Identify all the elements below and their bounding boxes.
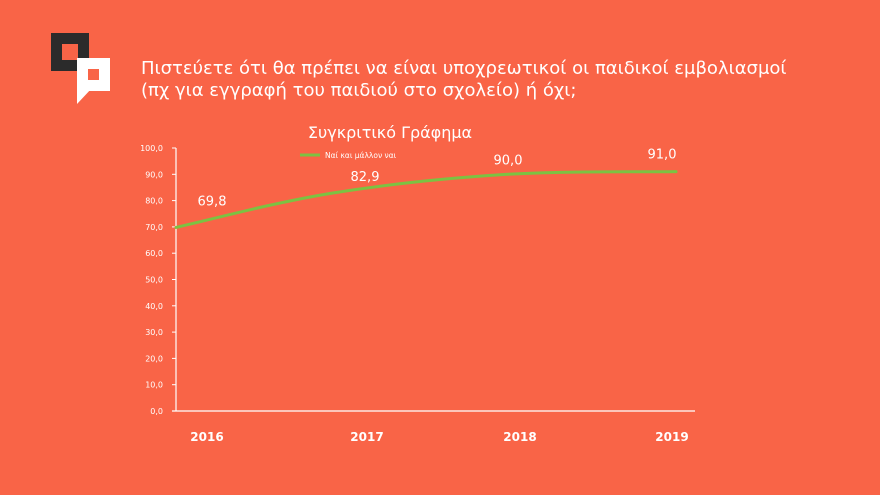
x-tick-label: 2016 [190,430,223,444]
data-label: 82,9 [351,170,380,185]
series-line [174,170,678,229]
page-title: Πιστεύετε ότι θα πρέπει να είναι υποχρεω… [141,58,861,102]
data-labels: 69,8 82,9 90,0 91,0 [198,148,677,210]
y-tick-label: 90,0 [145,170,163,179]
data-label: 90,0 [494,153,523,168]
speech-bubble-logo-icon [51,33,110,104]
series-layer [174,170,678,229]
y-tick-label: 10,0 [145,381,163,390]
y-axis: 0,0 10,0 20,0 30,0 40,0 50,0 60,0 70,0 80,0 90,0 1… [140,144,177,416]
x-tick-label: 2018 [503,430,536,444]
y-tick-label: 60,0 [145,249,163,258]
y-tick-label: 100,0 [140,144,163,153]
chart-legend: Ναί και μάλλον ναι [300,151,397,160]
x-axis: 2016 2017 2018 2019 [172,410,695,444]
x-tick-label: 2017 [350,430,383,444]
data-label: 69,8 [198,194,227,209]
question-line-1: Πιστεύετε ότι θα πρέπει να είναι υποχρεω… [141,58,787,79]
y-tick-label: 30,0 [145,328,163,337]
y-tick-label: 40,0 [145,302,163,311]
y-tick-label: 0,0 [150,407,163,416]
y-tick-label: 20,0 [145,354,163,363]
data-label: 91,0 [648,148,677,163]
question-line-2: (πχ για εγγραφή του παιδιού στο σχολείο)… [141,80,577,101]
legend-label: Ναί και μάλλον ναι [325,151,397,160]
y-tick-label: 70,0 [145,223,163,232]
chart-title: Συγκριτικό Γράφημα [308,123,472,142]
y-tick-label: 50,0 [145,276,163,285]
y-tick-label: 80,0 [145,197,163,206]
x-tick-label: 2019 [655,430,688,444]
